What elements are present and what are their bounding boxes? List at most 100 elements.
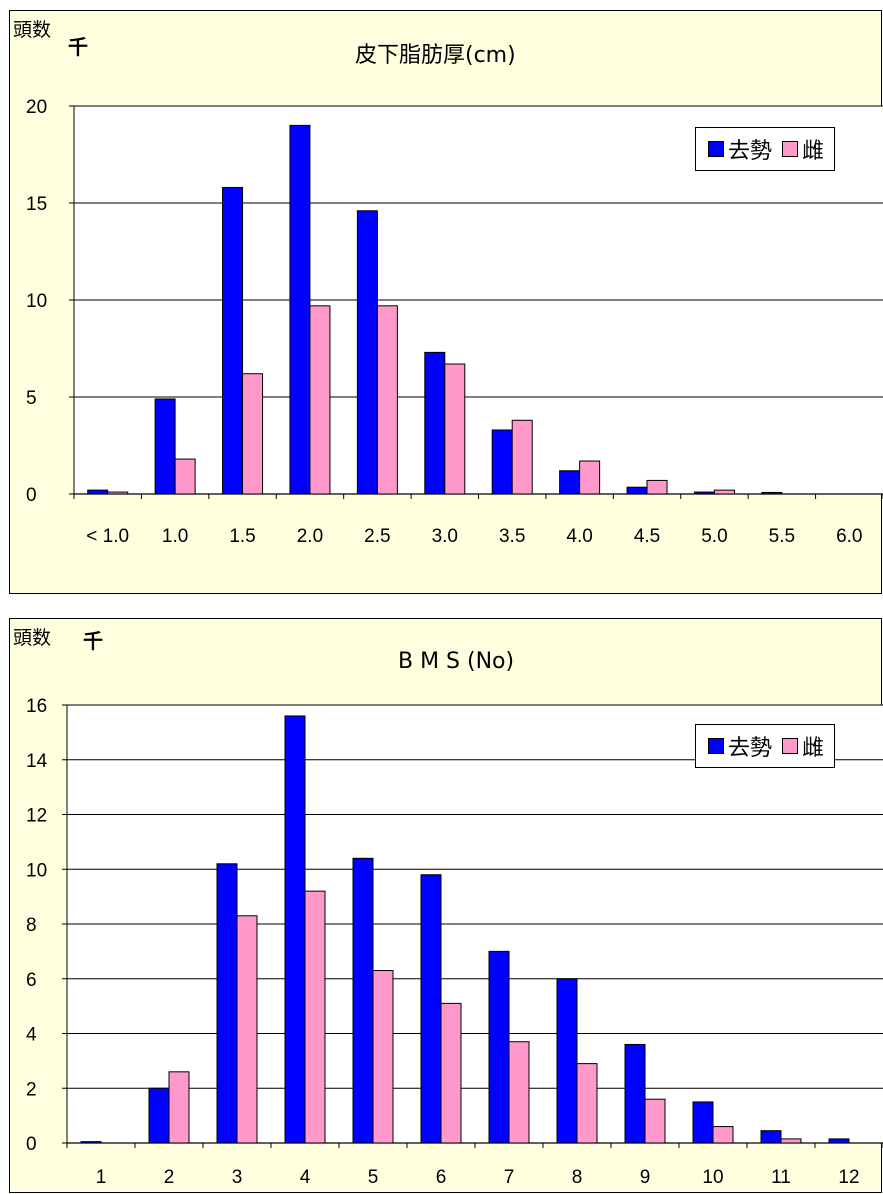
bar-female: [444, 363, 466, 495]
bar-female: [242, 373, 264, 495]
x-tick-label: 3: [232, 1167, 243, 1188]
legend-label-castrated: 去勢: [728, 736, 773, 761]
y-tick-label: 6: [26, 970, 37, 991]
x-tick-label: 6: [436, 1167, 447, 1188]
bar-female: [107, 491, 129, 495]
chart-title: 皮下脂肪厚(cm): [355, 43, 516, 68]
bar-castrated: [828, 1138, 850, 1144]
chart-legend: 去勢 雌: [695, 724, 836, 768]
chart-panel-bms: 0 2 4 6 8 10 12 14 16 1 2 3 4 5 6 7 8 9 10 11 12 頭数 千 B M S …: [9, 618, 883, 1193]
y-tick-label: 8: [26, 915, 37, 936]
bar-castrated: [284, 715, 306, 1144]
x-tick-label: 6.0: [836, 526, 862, 547]
bar-castrated: [424, 351, 446, 495]
x-tick-label: 9: [640, 1167, 651, 1188]
bar-castrated: [692, 1101, 714, 1144]
bar-female: [304, 890, 326, 1144]
y-unit-multiplier: 千: [83, 629, 103, 653]
x-tick-label: 10: [702, 1167, 723, 1188]
y-tick-label: 14: [26, 751, 48, 772]
bar-female: [372, 970, 394, 1144]
bar-castrated: [761, 491, 783, 495]
y-unit-label: 頭数: [13, 627, 52, 649]
x-tick-label: 2.5: [364, 526, 390, 547]
x-tick-label: 2.0: [297, 526, 323, 547]
bar-female: [440, 1002, 462, 1144]
x-tick-label: 5.5: [769, 526, 795, 547]
legend-swatch-castrated: [708, 738, 724, 754]
bar-castrated: [87, 489, 109, 495]
x-tick-label: 1.0: [162, 526, 188, 547]
legend-swatch-female: [782, 141, 799, 157]
x-tick-label: 11: [771, 1167, 791, 1188]
y-tick-label: 16: [26, 696, 47, 717]
bar-female: [712, 1126, 734, 1144]
y-tick-label: 10: [26, 860, 47, 881]
legend-label-castrated: 去勢: [728, 139, 773, 164]
x-tick-label: < 1.0: [86, 526, 129, 547]
y-tick-label: 0: [26, 485, 37, 506]
x-tick-label: 1: [96, 1167, 107, 1188]
bar-castrated: [559, 470, 581, 495]
chart-panel-fat: 0 5 10 15 20 < 1.0 1.0 1.5 2.0 2.5 3.0 3.5 4.0 4.5 5.0…: [9, 10, 883, 594]
bar-castrated: [624, 1043, 646, 1144]
x-tick-label: 8: [572, 1167, 583, 1188]
y-tick-label: 10: [26, 291, 47, 312]
bar-female: [376, 305, 398, 495]
bar-castrated: [356, 210, 378, 495]
bar-castrated: [216, 863, 238, 1144]
bar-female: [508, 1041, 530, 1144]
x-tick-label: 4.5: [634, 526, 660, 547]
legend-label-female: 雌: [802, 139, 825, 164]
x-tick-label: 12: [838, 1167, 859, 1188]
x-tick-label: 2: [164, 1167, 175, 1188]
y-unit-label: 頭数: [13, 19, 52, 41]
bar-castrated: [693, 491, 715, 495]
bar-castrated: [222, 186, 244, 495]
legend-swatch-female: [782, 738, 799, 754]
x-tick-label: 3.0: [432, 526, 458, 547]
legend-label-female: 雌: [802, 736, 825, 761]
y-unit-multiplier: 千: [68, 35, 88, 59]
x-tick-label: 3.5: [499, 526, 525, 547]
y-tick-label: 12: [26, 806, 47, 827]
y-tick-label: 4: [26, 1025, 37, 1046]
bar-female: [174, 458, 196, 495]
bar-female: [511, 419, 533, 495]
bar-female: [713, 489, 735, 495]
bar-castrated: [556, 978, 578, 1144]
chart-legend: 去勢 雌: [695, 127, 836, 171]
x-tick-label: 5: [368, 1167, 379, 1188]
bar-female: [646, 479, 668, 495]
bar-castrated: [289, 124, 311, 495]
y-tick-label: 15: [26, 194, 47, 215]
x-tick-label: 4.0: [566, 526, 592, 547]
y-tick-label: 20: [26, 97, 47, 118]
bar-castrated: [488, 950, 510, 1144]
chart-svg-fat: 0 5 10 15 20 < 1.0 1.0 1.5 2.0 2.5 3.0 3.5 4.0 4.5 5.0…: [26, 97, 883, 547]
y-tick-label: 5: [26, 388, 37, 409]
x-tick-label: 7: [504, 1167, 515, 1188]
y-tick-label: 2: [26, 1079, 37, 1100]
bar-castrated: [80, 1141, 102, 1144]
bar-female: [780, 1138, 802, 1144]
chart-title: B M S (No): [398, 649, 515, 674]
x-tick-label: 1.5: [229, 526, 255, 547]
x-tick-label: 4: [300, 1167, 311, 1188]
legend-swatch-castrated: [708, 141, 724, 157]
bar-castrated: [760, 1130, 782, 1144]
bar-female: [309, 305, 331, 495]
bar-female: [236, 915, 258, 1144]
y-tick-label: 0: [26, 1134, 37, 1155]
bar-female: [644, 1098, 666, 1144]
x-tick-label: 5.0: [701, 526, 727, 547]
bar-female: [168, 1071, 190, 1144]
bar-castrated: [491, 429, 513, 495]
bar-castrated: [148, 1087, 170, 1144]
bar-castrated: [420, 874, 442, 1144]
bar-female: [576, 1063, 598, 1144]
bar-castrated: [352, 857, 374, 1144]
bar-castrated: [626, 486, 648, 495]
bar-female: [579, 460, 601, 495]
